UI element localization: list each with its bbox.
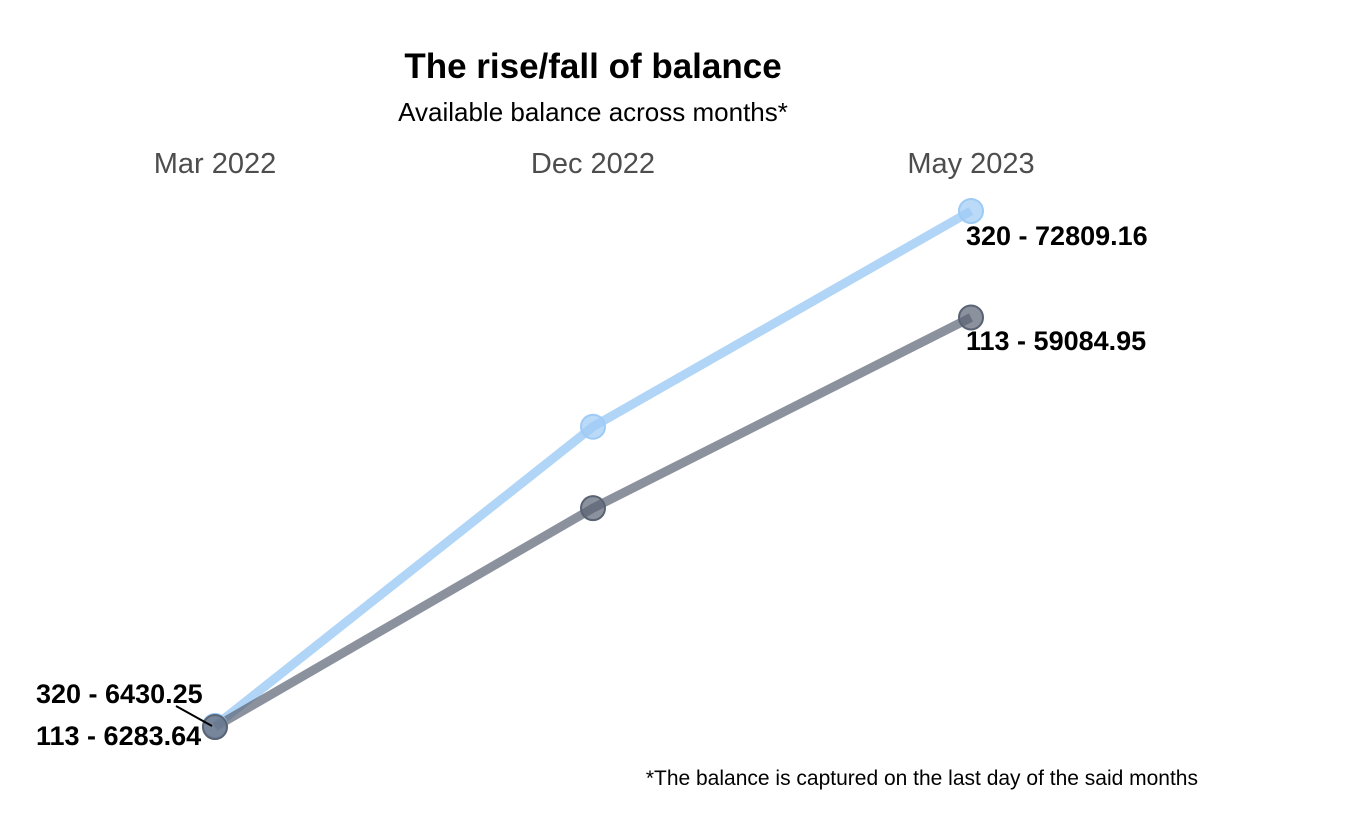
data-point-320 xyxy=(580,413,606,440)
data-point-113 xyxy=(580,495,606,522)
chart-subtitle: Available balance across months* xyxy=(398,97,788,127)
chart-caption: *The balance is captured on the last day… xyxy=(646,767,1198,790)
label-leader-line xyxy=(175,705,213,727)
series-line-320 xyxy=(212,207,974,730)
start-label-series-320: 320 - 6430.25 xyxy=(36,679,203,709)
x-tick-label: Mar 2022 xyxy=(154,148,277,180)
end-label-series-113: 113 - 59084.95 xyxy=(966,326,1146,356)
chart-title: The rise/fall of balance xyxy=(404,47,781,86)
data-point-113 xyxy=(202,714,228,740)
start-label-series-113: 113 - 6283.64 xyxy=(36,721,201,751)
data-point-320 xyxy=(958,198,984,224)
data-point-113 xyxy=(958,304,984,331)
end-label-series-320: 320 - 72809.16 xyxy=(966,221,1148,251)
series-layer xyxy=(202,198,984,740)
x-tick-label: Dec 2022 xyxy=(531,148,655,180)
x-tick-label: May 2023 xyxy=(907,148,1034,180)
series-line-113 xyxy=(212,313,974,731)
